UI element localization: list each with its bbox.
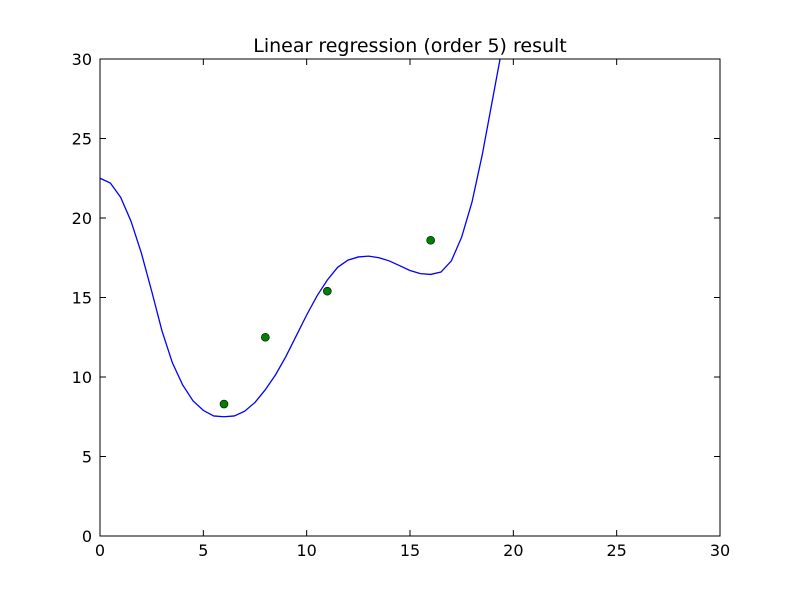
y-tick-label: 15	[72, 289, 92, 308]
data-point	[323, 286, 332, 296]
y-tick-label: 25	[72, 130, 92, 149]
y-tick-label: 5	[82, 448, 92, 467]
data-point	[426, 235, 435, 245]
x-tick-label: 0	[95, 541, 105, 560]
fit-curve-line	[100, 59, 501, 418]
x-tick-label: 25	[606, 541, 626, 560]
x-tick-label: 5	[198, 541, 208, 560]
y-tick-label: 30	[72, 50, 92, 69]
x-tick-label: 15	[400, 541, 420, 560]
y-tick-label: 0	[82, 527, 92, 546]
y-tick-label: 10	[72, 368, 92, 387]
plot-frame	[99, 58, 721, 537]
y-tick-label: 20	[72, 209, 92, 228]
x-tick-label: 20	[503, 541, 523, 560]
series-layer	[100, 59, 501, 418]
x-tick-label: 10	[296, 541, 316, 560]
axes: 0 5 10 15 20 25 30 0 5 10 15 20 25 30	[72, 50, 731, 560]
chart-title: Linear regression (order 5) result	[253, 35, 567, 57]
data-point	[261, 332, 270, 342]
data-point	[219, 399, 229, 409]
x-tick-label: 30	[710, 541, 730, 560]
